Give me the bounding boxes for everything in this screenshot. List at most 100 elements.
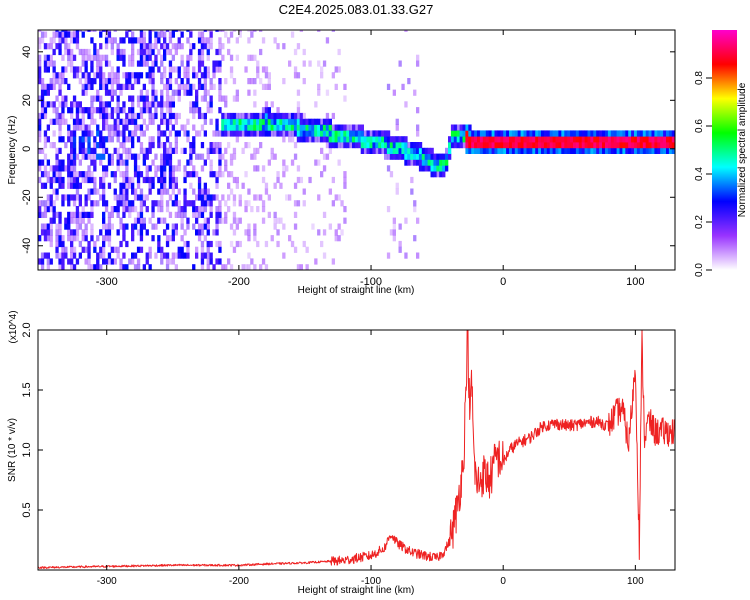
spectrogram-cell	[116, 43, 120, 50]
spectrogram-cell	[72, 211, 77, 218]
spectrogram-cell	[215, 124, 219, 131]
spectrogram-cell	[401, 83, 405, 90]
spectrogram-cell	[75, 37, 80, 44]
spectrogram-cell	[285, 118, 289, 125]
spectrogram-cell	[87, 30, 91, 32]
spectrogram-cell	[290, 112, 295, 120]
spectrogram-cell	[52, 171, 56, 178]
spectrogram-cell	[215, 147, 219, 154]
spectrogram-cell	[148, 107, 152, 114]
spectrogram-cell	[52, 60, 56, 67]
spectrogram-cell	[113, 89, 117, 96]
spectrogram-cell	[160, 43, 164, 50]
spectrogram-cell	[107, 182, 112, 189]
spectrogram-cell	[203, 78, 207, 85]
spectrogram-cell	[113, 118, 117, 125]
spectrogram-cell	[500, 136, 504, 143]
spectrogram-cell	[52, 48, 56, 56]
spectrogram-cell	[151, 101, 155, 108]
spectrogram-cell	[55, 31, 59, 38]
spectrogram-cell	[165, 147, 170, 154]
spectrogram-cell	[64, 66, 68, 73]
spectrogram-cell	[116, 194, 120, 201]
spectrogram-cell	[259, 264, 263, 270]
spectrogram-cell	[349, 136, 353, 143]
spectrogram-cell	[593, 136, 597, 143]
spectrogram-cell	[116, 72, 120, 79]
spectrogram-cell	[180, 43, 184, 50]
spectrogram-cell	[224, 78, 228, 85]
spectrogram-cell	[610, 130, 615, 137]
spectrogram-cell	[203, 194, 207, 201]
spectrogram-cell	[168, 83, 173, 90]
spectrogram-cell	[352, 124, 356, 131]
spectrogram-cell	[61, 264, 65, 270]
spectrogram-cell	[503, 130, 507, 137]
spectrogram-cell	[84, 54, 88, 61]
spectrogram-cell	[67, 211, 71, 218]
spectrogram-cell	[325, 124, 330, 131]
spectrogram-cell	[99, 54, 103, 61]
spectrogram-cell	[357, 124, 362, 131]
spectrogram-cell	[142, 217, 146, 224]
spectrogram-cell	[52, 118, 56, 125]
spectrogram-cell	[64, 43, 68, 50]
spectrogram-cell	[58, 258, 62, 265]
spectrogram-cell	[247, 37, 251, 44]
spectrogram-cell	[259, 142, 263, 149]
spectrogram-cell	[186, 30, 190, 32]
spectrogram-cell	[165, 136, 170, 143]
spectrogram-cell	[546, 142, 551, 149]
spectrogram-cell	[200, 252, 205, 259]
spectrogram-cell	[93, 72, 97, 79]
spectrogram-cell	[160, 107, 164, 114]
spectrogram-cell	[72, 264, 77, 270]
spectrogram-cell	[49, 54, 53, 61]
spectrogram-cell	[215, 48, 219, 56]
spectrogram-cell	[139, 107, 144, 114]
spectrogram-cell	[259, 194, 263, 201]
spectrogram-cell	[224, 211, 228, 218]
spectrogram-cell	[145, 124, 149, 131]
spectrogram-cell	[369, 147, 373, 154]
spectrogram-cell	[273, 37, 277, 44]
spectrogram-cell	[110, 159, 114, 166]
spectrogram-cell	[212, 264, 216, 270]
spectrogram-cell	[453, 124, 458, 131]
spectrogram-cell	[157, 165, 161, 172]
spectrogram-cell	[125, 182, 129, 189]
spectrogram-cell	[165, 258, 170, 265]
spectrogram-cell	[180, 78, 184, 85]
spectrogram-cell	[131, 235, 135, 242]
spectrogram-cell	[87, 72, 91, 79]
spectrogram-cell	[224, 112, 228, 120]
spectrogram-cell	[645, 142, 649, 149]
spectrogram-cell	[142, 159, 146, 166]
spectrogram-cell	[145, 252, 149, 259]
spectrogram-cell	[215, 60, 219, 67]
spectrogram-cell	[43, 101, 48, 108]
spectrogram-cell	[328, 118, 332, 125]
spectrogram-cell	[334, 229, 338, 236]
spectrogram-cell	[532, 130, 536, 137]
spectrogram-cell	[180, 54, 184, 61]
spectrogram-cell	[264, 124, 269, 131]
spectrogram-cell	[232, 78, 237, 85]
spectrogram-cell	[195, 252, 199, 259]
spectrogram-cell	[72, 66, 77, 73]
spectrogram-cell	[244, 229, 248, 236]
spectrogram-cell	[81, 48, 85, 56]
spectrogram-cell	[302, 200, 306, 207]
spectrogram-cell	[163, 147, 167, 154]
spectrogram-cell	[288, 136, 292, 143]
spectrogram-cell	[203, 200, 207, 207]
spectrogram-cell	[72, 200, 77, 207]
spectrogram-cell	[442, 165, 446, 172]
spectrogram-cell	[43, 229, 48, 236]
spectrogram-cell	[386, 153, 391, 160]
spectrogram-cell	[343, 142, 347, 149]
spectrogram-cell	[96, 258, 100, 265]
spectrogram-cell	[90, 235, 94, 242]
spectrogram-cell	[241, 112, 245, 120]
spectrogram-cell	[119, 188, 123, 195]
